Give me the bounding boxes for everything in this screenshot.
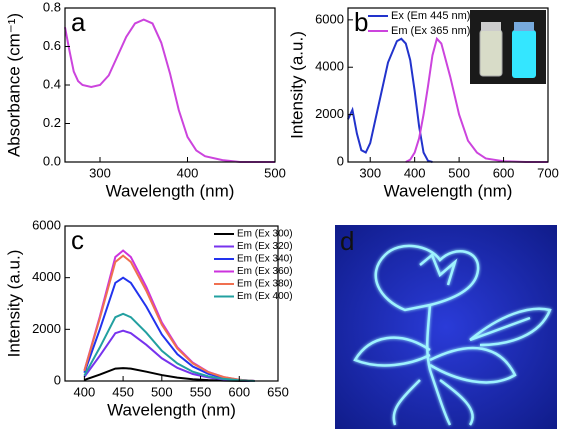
x-tick-label: 400 <box>74 384 96 399</box>
x-tick-label: 450 <box>112 384 134 399</box>
panel-letter: a <box>71 7 86 37</box>
plot-frame <box>64 225 279 382</box>
y-tick-label: 0.6 <box>43 38 61 53</box>
legend-label: Em (Ex 340) <box>237 254 293 265</box>
y-tick-label: 2000 <box>32 321 61 336</box>
data-line <box>405 36 548 163</box>
chart-panel: 300 400 500 0.0 0.2 0.4 0.6 0.8 Wavelength (nm) A… <box>4 0 285 200</box>
y-axis-title: Intensity (a.u.) <box>4 250 23 358</box>
legend-label: Em (Ex 320) <box>237 241 293 252</box>
x-tick-label: 600 <box>493 165 515 180</box>
x-axis-title: Wavelength (nm) <box>106 181 235 200</box>
x-tick-label: 400 <box>177 165 199 180</box>
x-tick-label: 700 <box>537 165 559 180</box>
y-tick-label: 0.0 <box>43 153 61 168</box>
x-tick-label: 400 <box>404 165 426 180</box>
x-tick-label: 300 <box>359 165 381 180</box>
legend-label: Em (Ex 400) <box>237 291 293 302</box>
y-axis-title: Absorbance (cm⁻¹) <box>4 13 23 157</box>
y-tick-label: 0 <box>337 153 344 168</box>
chart-panel: 300 400 500 600 700 0 2000 4000 6000 Wavelength (… <box>287 7 558 201</box>
chart-panel: 400 450 500 550 600 650 0 2000 4000 6000 Wavelengt… <box>4 217 292 419</box>
y-tick-label: 2000 <box>315 106 344 121</box>
y-tick-label: 4000 <box>32 269 61 284</box>
legend-label: Em (Ex 360) <box>237 266 293 277</box>
legend-label: Em (Ex 300) <box>237 229 293 240</box>
y-tick-label: 6000 <box>32 217 61 232</box>
x-tick-label: 600 <box>228 384 250 399</box>
x-axis-title: Wavelength (nm) <box>107 400 236 419</box>
y-tick-label: 6000 <box>315 11 344 26</box>
panel-letter: b <box>354 7 368 37</box>
data-line <box>64 18 275 163</box>
x-tick-label: 300 <box>89 165 111 180</box>
data-line <box>83 249 255 382</box>
photo-background <box>335 225 557 429</box>
photo-panel: d <box>335 225 557 429</box>
plot-frame <box>347 7 549 163</box>
panel-letter: d <box>340 226 354 256</box>
y-tick-label: 0 <box>54 372 61 387</box>
y-tick-label: 0.8 <box>43 0 61 14</box>
x-axis-title: Wavelength (nm) <box>384 181 513 200</box>
x-tick-label: 500 <box>151 384 173 399</box>
legend-label: Em (Ex 365 nm) <box>391 25 470 37</box>
data-line <box>83 254 255 382</box>
legend-label: Ex (Em 445 nm) <box>391 10 470 22</box>
data-line <box>347 37 433 163</box>
flower-drawing <box>353 244 552 426</box>
x-tick-label: 500 <box>264 165 286 180</box>
x-tick-label: 500 <box>448 165 470 180</box>
y-tick-label: 0.4 <box>43 76 61 91</box>
y-tick-label: 0.2 <box>43 115 61 130</box>
data-line <box>83 312 255 382</box>
x-tick-label: 550 <box>190 384 212 399</box>
y-axis-title: Intensity (a.u.) <box>287 31 306 139</box>
panel-letter: c <box>71 225 84 255</box>
vial-photo-inset <box>470 10 546 84</box>
x-tick-label: 650 <box>267 384 289 399</box>
y-tick-label: 4000 <box>315 59 344 74</box>
legend-label: Em (Ex 380) <box>237 279 293 290</box>
